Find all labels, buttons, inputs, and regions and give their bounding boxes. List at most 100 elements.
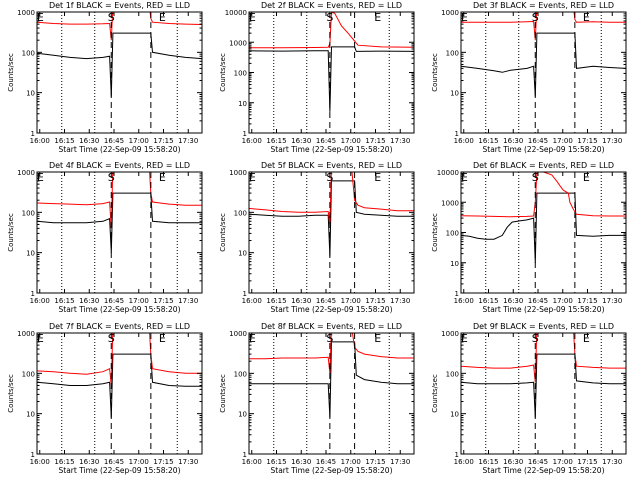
- x-axis-label: Start Time (22-Sep-09 15:58:20): [483, 305, 605, 314]
- y-tick-label: 100: [234, 70, 247, 78]
- y-tick-label: 1: [31, 130, 35, 138]
- x-tick-label: 17:30: [602, 458, 622, 466]
- series-line-lld: [249, 333, 414, 374]
- y-tick-label: 1: [243, 290, 247, 298]
- x-tick-label: 16:45: [316, 137, 336, 145]
- x-tick-label: 17:00: [341, 137, 361, 145]
- y-tick-label: 10: [26, 90, 35, 98]
- y-tick-label: 1: [31, 290, 35, 298]
- y-tick-label: 10000: [437, 169, 459, 177]
- marker-label-s: S: [326, 332, 333, 345]
- y-tick-label: 1: [243, 451, 247, 459]
- marker-label-s: S: [108, 171, 115, 184]
- marker-label-e: E: [249, 171, 256, 184]
- y-axis-label: Counts/sec: [431, 374, 439, 413]
- y-axis-label: Counts/sec: [431, 213, 439, 252]
- y-tick-label: 1: [455, 130, 459, 138]
- x-tick-label: 16:30: [503, 297, 523, 305]
- x-tick-label: 17:30: [178, 137, 198, 145]
- series-line-events: [249, 46, 414, 112]
- marker-label-e: E: [37, 11, 44, 24]
- x-tick-label: 16:00: [454, 137, 474, 145]
- y-tick-label: 1000: [17, 330, 35, 338]
- y-tick-label: 100: [446, 49, 459, 57]
- x-tick-label: 16:00: [242, 297, 262, 305]
- series-group: [461, 12, 626, 97]
- marker-label-e: E: [583, 332, 590, 345]
- y-tick-label: 100: [22, 370, 35, 378]
- marker-label-s: S: [532, 332, 539, 345]
- x-axis-label: Start Time (22-Sep-09 15:58:20): [271, 466, 393, 475]
- x-tick-label: 17:15: [365, 458, 385, 466]
- panel-title: Det 5f BLACK = Events, RED = LLD: [261, 161, 402, 170]
- series-line-lld: [461, 172, 626, 218]
- x-tick-label: 16:30: [79, 458, 99, 466]
- x-tick-label: 16:45: [528, 458, 548, 466]
- plot-frame: [460, 11, 627, 134]
- y-tick-label: 100: [446, 370, 459, 378]
- y-tick-label: 1000: [229, 169, 247, 177]
- x-tick-label: 17:15: [365, 297, 385, 305]
- y-tick-label: 10: [450, 411, 459, 419]
- marker-label-s: S: [532, 171, 539, 184]
- x-tick-label: 16:00: [454, 458, 474, 466]
- marker-label-s: S: [108, 332, 115, 345]
- x-axis-label: Start Time (22-Sep-09 15:58:20): [59, 145, 181, 154]
- x-tick-label: 16:15: [478, 458, 498, 466]
- marker-label-e: E: [37, 171, 44, 184]
- y-tick-label: 10000: [225, 9, 247, 17]
- x-tick-label: 17:00: [129, 458, 149, 466]
- x-tick-label: 16:15: [478, 297, 498, 305]
- x-tick-label: 16:15: [54, 297, 74, 305]
- marker-label-e: E: [374, 171, 381, 184]
- x-tick-label: 17:30: [178, 297, 198, 305]
- y-axis-label: Counts/sec: [7, 374, 15, 413]
- marker-label-e: E: [249, 332, 256, 345]
- series-line-events: [461, 32, 626, 97]
- x-tick-label: 17:00: [129, 297, 149, 305]
- x-tick-label: 17:00: [341, 458, 361, 466]
- x-tick-label: 16:45: [104, 137, 124, 145]
- panel-title: Det 3f BLACK = Events, RED = LLD: [473, 1, 614, 10]
- x-tick-label: 16:00: [242, 458, 262, 466]
- x-tick-label: 17:00: [553, 297, 573, 305]
- panel-title: Det 8f BLACK = Events, RED = LLD: [261, 322, 402, 331]
- x-tick-label: 17:15: [577, 458, 597, 466]
- marker-label-e: E: [37, 332, 44, 345]
- x-axis-label: Start Time (22-Sep-09 15:58:20): [271, 305, 393, 314]
- series-group: [249, 12, 414, 112]
- y-tick-label: 10: [238, 100, 247, 108]
- y-tick-label: 10: [26, 411, 35, 419]
- x-tick-label: 16:15: [266, 297, 286, 305]
- panel-title: Det 7f BLACK = Events, RED = LLD: [49, 322, 190, 331]
- y-tick-label: 10: [26, 250, 35, 258]
- x-tick-label: 16:30: [291, 297, 311, 305]
- x-tick-label: 16:00: [30, 297, 50, 305]
- x-tick-label: 17:30: [178, 458, 198, 466]
- x-tick-label: 16:15: [478, 137, 498, 145]
- y-axis-label: Counts/sec: [219, 53, 227, 92]
- panel-title: Det 2f BLACK = Events, RED = LLD: [261, 1, 402, 10]
- marker-label-s: S: [326, 171, 333, 184]
- marker-label-s: S: [108, 11, 115, 24]
- series-line-lld: [461, 12, 626, 41]
- plot-frame: [36, 11, 203, 134]
- x-tick-label: 16:00: [242, 137, 262, 145]
- panel-title: Det 6f BLACK = Events, RED = LLD: [473, 161, 614, 170]
- x-tick-label: 16:30: [291, 137, 311, 145]
- x-tick-label: 16:30: [79, 297, 99, 305]
- x-tick-label: 16:00: [30, 458, 50, 466]
- y-tick-label: 100: [22, 49, 35, 57]
- x-tick-label: 17:15: [577, 137, 597, 145]
- y-tick-label: 1000: [441, 9, 459, 17]
- y-tick-label: 1000: [229, 330, 247, 338]
- plot-frame: [36, 171, 203, 294]
- x-tick-label: 16:00: [30, 137, 50, 145]
- plot-frame: [36, 332, 203, 455]
- x-tick-label: 17:30: [602, 297, 622, 305]
- y-tick-label: 1: [31, 451, 35, 459]
- x-axis-label: Start Time (22-Sep-09 15:58:20): [59, 305, 181, 314]
